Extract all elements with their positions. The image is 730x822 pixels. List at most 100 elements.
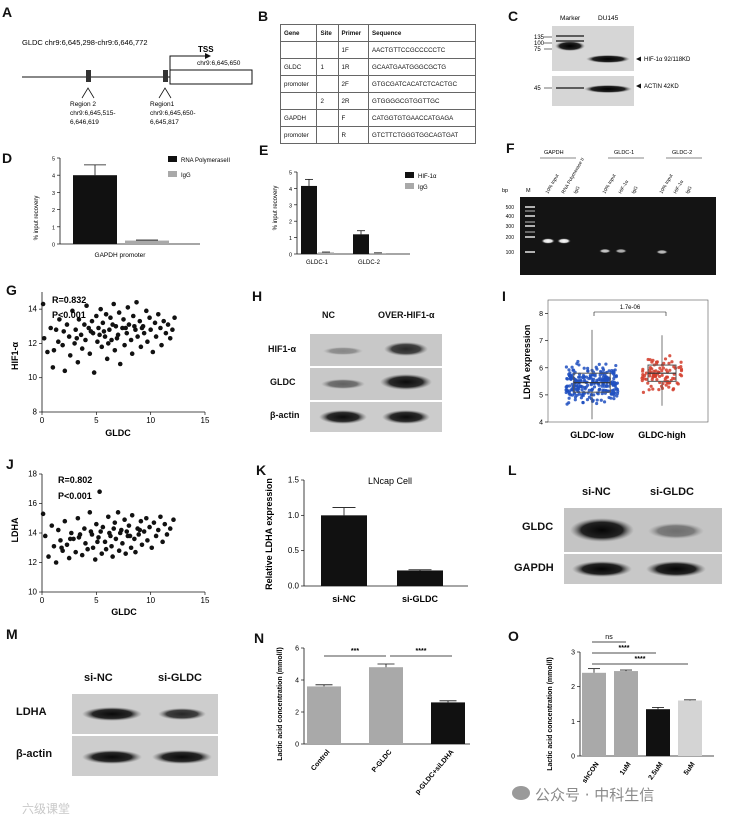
y-axis-label: % input recovery [273, 186, 279, 231]
category-label: shCON [581, 761, 600, 784]
legend-swatch [168, 171, 177, 177]
row-label-actin: β-actin [270, 410, 300, 420]
box-point [598, 373, 602, 377]
box [573, 372, 611, 393]
cell-seq: GTGGGGCGTGGTTGC [368, 92, 476, 110]
panel-a: A GLDC chr9:6,645,298-chr9:6,646,772 TSS… [0, 0, 255, 140]
category-label: si-GLDC [402, 594, 439, 604]
y-tick-label: 1 [289, 236, 292, 242]
box-point [672, 376, 677, 381]
panel-label: H [252, 288, 263, 304]
table-row: 2 2R GTGGGGCGTGGTTGC [279, 92, 476, 110]
box-point [585, 398, 590, 402]
scatter-point [108, 315, 113, 321]
box-point [578, 384, 583, 388]
box-point [667, 385, 671, 389]
scatter-point [76, 535, 82, 540]
scatter-point [91, 370, 97, 375]
x-tick-label: 5 [94, 596, 99, 605]
lane-label: 10% Input [602, 173, 618, 195]
panel-label: A [2, 4, 13, 20]
box-point [582, 366, 586, 370]
band-gldc-over [380, 374, 432, 390]
box-point [567, 384, 572, 388]
scatter-point [117, 530, 123, 536]
region2-pointer [81, 87, 95, 99]
scatter-point [67, 536, 73, 542]
category-label: Control [310, 749, 331, 773]
box-point [587, 388, 591, 392]
gel-band [615, 248, 627, 254]
box-point [650, 377, 654, 382]
actin-band [584, 85, 632, 93]
scatter-point [57, 317, 62, 322]
panel-label: F [506, 140, 515, 156]
bar [125, 240, 169, 244]
scatter-point [103, 546, 109, 552]
scatter-point [94, 313, 99, 319]
x-axis-label: GAPDH promoter [95, 252, 147, 259]
scatter-point [133, 549, 138, 555]
scatter-point [124, 330, 130, 336]
category-label: GLDC-2 [358, 260, 381, 266]
band-actin-label: ACTIN 42KD [644, 84, 679, 90]
gel-band [656, 249, 668, 255]
scatter-point [64, 322, 70, 327]
box-point [679, 365, 683, 369]
box-point [663, 376, 667, 381]
box-point [607, 395, 611, 400]
ladder-label: 100 [506, 250, 515, 256]
scatter-point [76, 317, 82, 322]
scatter-point [90, 545, 96, 551]
cell-site [316, 41, 339, 59]
scatter-point [171, 517, 176, 523]
scatter-point [116, 310, 122, 315]
group-gapdh: GAPDH [544, 150, 564, 156]
y-axis-label: % input recovery [34, 196, 40, 241]
scatter-point [89, 532, 95, 537]
box-point [577, 363, 581, 367]
marker-band [555, 41, 585, 51]
scatter-point [110, 554, 115, 559]
col-site: Site [316, 24, 339, 42]
box-point [567, 401, 571, 405]
col-sequence: Sequence [368, 24, 476, 42]
scatter-point [62, 368, 68, 374]
box-point [601, 368, 606, 372]
box-point [570, 365, 574, 369]
scatter-point [66, 334, 72, 339]
scatter-point [79, 346, 85, 351]
scatter-point [42, 533, 48, 539]
box-point [604, 383, 609, 388]
box-point [568, 371, 572, 375]
box-point [612, 377, 616, 381]
box-point [612, 397, 616, 401]
panel-label: N [254, 630, 265, 646]
lane-label: IgG [573, 185, 582, 195]
scatter-point [111, 301, 117, 307]
scatter-point [101, 329, 107, 334]
western-blot-h [310, 334, 442, 432]
scatter-point [132, 323, 137, 329]
scatter-point [85, 546, 90, 552]
band-actin-over [382, 410, 430, 424]
col-label-sinc: si-NC [582, 486, 611, 498]
cell-gene [279, 41, 318, 59]
scatter-point [112, 347, 118, 353]
scatter-point [163, 330, 169, 336]
region1-pointer [158, 87, 172, 99]
scatter-point [127, 533, 133, 539]
panel-label: E [259, 142, 269, 158]
panel-i: I LDHA expression 4 5 6 7 8 1.7e-06 GLDC-low… [490, 278, 730, 458]
scatter-point [50, 365, 56, 370]
scatter-point [102, 334, 108, 339]
box-point [594, 365, 598, 369]
box-point [654, 374, 658, 379]
primer-table: Gene Site Primer Sequence 1F AACTGTTCCGC… [279, 24, 476, 144]
lane-label: HIF-1α [673, 179, 686, 195]
scatter-point [53, 560, 59, 565]
scatter-point [122, 342, 127, 348]
box-point [596, 392, 600, 396]
box-point [648, 374, 652, 378]
gel-band [557, 238, 571, 244]
